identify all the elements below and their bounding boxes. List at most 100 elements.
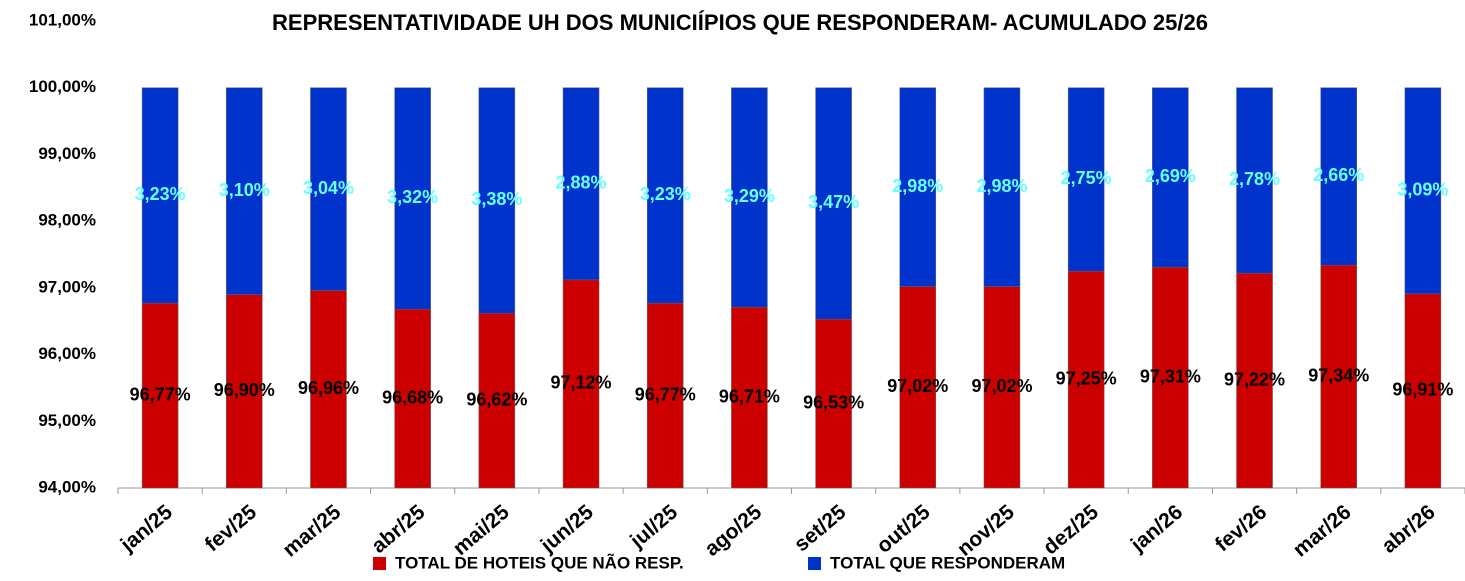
y-tick-label: 94,00% xyxy=(38,477,96,496)
bar-segment xyxy=(815,318,852,489)
data-label: 96,62% xyxy=(466,389,527,409)
x-label-group: fev/25 xyxy=(201,500,262,556)
x-tick-label: fev/26 xyxy=(1211,500,1271,556)
data-label: 3,10% xyxy=(219,180,270,200)
data-label: 3,29% xyxy=(724,186,775,206)
x-tick-label: jan/25 xyxy=(116,500,177,557)
x-label-group: fev/26 xyxy=(1211,500,1271,556)
data-label: 2,78% xyxy=(1229,169,1280,189)
x-label-group: jul/25 xyxy=(625,500,682,553)
y-tick-label: 101,00% xyxy=(29,10,96,29)
data-label: 3,47% xyxy=(808,192,859,212)
bar-segment xyxy=(646,302,684,489)
bar-segment xyxy=(1152,87,1189,268)
data-label: 2,69% xyxy=(1145,166,1196,186)
x-tick-label: dez/25 xyxy=(1039,500,1103,559)
data-label: 3,23% xyxy=(640,184,691,204)
x-tick-label: out/25 xyxy=(872,500,934,558)
data-label: 97,02% xyxy=(971,376,1032,396)
bar-segment xyxy=(1152,266,1189,489)
x-label-group: out/25 xyxy=(872,500,934,558)
x-tick-label: jan/26 xyxy=(1126,500,1187,557)
bar-segment xyxy=(731,87,768,308)
bar-segment xyxy=(226,294,263,489)
y-tick-label: 99,00% xyxy=(38,144,96,163)
x-label-group: set/25 xyxy=(790,500,851,556)
data-label: 97,34% xyxy=(1308,365,1369,385)
x-tick-label: set/25 xyxy=(790,500,851,556)
data-label: 97,31% xyxy=(1140,366,1201,386)
x-label-group: ago/25 xyxy=(700,500,766,561)
y-tick-label: 100,00% xyxy=(29,77,96,96)
bar-segment xyxy=(1404,293,1442,489)
x-tick-label: abr/26 xyxy=(1378,500,1440,557)
bar-segment xyxy=(983,286,1021,489)
data-label: 96,77% xyxy=(635,384,696,404)
x-label-group: nov/25 xyxy=(953,500,1019,561)
x-tick-label: ago/25 xyxy=(700,500,766,561)
x-label-group: mar/25 xyxy=(279,500,346,561)
bar-segment xyxy=(141,87,179,304)
legend-swatch xyxy=(373,557,386,570)
bar-segment xyxy=(646,87,684,304)
y-tick-label: 96,00% xyxy=(38,344,96,363)
bar-segment xyxy=(899,87,937,287)
x-tick-label: mar/25 xyxy=(279,500,346,561)
x-label-group: jan/26 xyxy=(1126,500,1187,557)
x-tick-label: fev/25 xyxy=(201,500,262,556)
bar-segment xyxy=(562,87,600,281)
x-tick-label: abr/25 xyxy=(367,500,429,558)
data-label: 96,68% xyxy=(382,387,443,407)
data-label: 96,53% xyxy=(803,392,864,412)
bar-segment xyxy=(310,87,347,291)
data-label: 97,22% xyxy=(1224,369,1285,389)
chart-title: REPRESENTATIVIDADE UH DOS MUNICIÍPIOS QU… xyxy=(272,10,1208,35)
bar-segment xyxy=(1320,87,1357,266)
x-label-group: abr/26 xyxy=(1378,500,1440,557)
x-label-group: jun/25 xyxy=(536,500,598,557)
data-label: 3,09% xyxy=(1397,180,1448,200)
legend-swatch xyxy=(808,557,821,570)
data-label: 96,96% xyxy=(298,378,359,398)
x-label-group: abr/25 xyxy=(367,500,429,558)
data-label: 3,23% xyxy=(135,184,186,204)
bar-segment xyxy=(1404,87,1442,295)
data-label: 96,90% xyxy=(214,380,275,400)
data-label: 2,98% xyxy=(892,176,943,196)
bar-segment xyxy=(899,286,937,489)
bar-segment xyxy=(478,87,516,314)
data-label: 96,91% xyxy=(1392,380,1453,400)
legend-label: TOTAL QUE RESPONDERAM xyxy=(830,553,1065,572)
bar-segment xyxy=(141,302,179,489)
data-label: 2,75% xyxy=(1061,168,1112,188)
bar-segment xyxy=(1067,87,1105,272)
y-tick-label: 97,00% xyxy=(38,277,96,296)
x-tick-label: mai/25 xyxy=(449,500,514,560)
x-label-group: mai/25 xyxy=(449,500,514,560)
data-label: 2,88% xyxy=(556,173,607,193)
x-tick-label: jun/25 xyxy=(536,500,598,557)
x-label-group: mar/26 xyxy=(1289,500,1356,561)
data-label: 3,38% xyxy=(471,189,522,209)
legend-label: TOTAL DE HOTEIS QUE NÃO RESP. xyxy=(395,552,684,572)
x-label-group: jan/25 xyxy=(116,500,177,557)
bar-segment xyxy=(310,290,347,489)
x-tick-label: mar/26 xyxy=(1289,500,1356,561)
data-label: 97,02% xyxy=(887,376,948,396)
bar-segment xyxy=(478,312,516,489)
data-label: 2,66% xyxy=(1313,165,1364,185)
bar-segment xyxy=(1067,270,1105,489)
bar-segment xyxy=(815,87,852,320)
bar-segment xyxy=(731,306,768,489)
data-label: 97,12% xyxy=(551,373,612,393)
bar-segment xyxy=(1236,87,1273,274)
data-label: 3,04% xyxy=(303,178,354,198)
x-tick-label: nov/25 xyxy=(953,500,1019,561)
bar-segment xyxy=(226,87,263,295)
bar-segment xyxy=(1236,272,1273,489)
data-label: 3,32% xyxy=(387,187,438,207)
data-label: 97,25% xyxy=(1056,368,1117,388)
y-tick-label: 95,00% xyxy=(38,411,96,430)
data-label: 96,77% xyxy=(130,384,191,404)
